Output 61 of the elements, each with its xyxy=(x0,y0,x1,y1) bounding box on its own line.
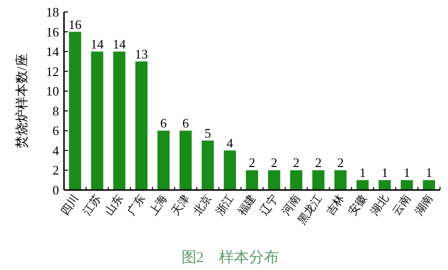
bar xyxy=(312,170,324,190)
data-label: 16 xyxy=(68,16,82,32)
y-tick-label: 2 xyxy=(52,162,59,178)
data-label: 6 xyxy=(160,116,168,131)
y-tick-label: 12 xyxy=(46,64,59,79)
x-tick-label: 浙江 xyxy=(213,192,236,218)
bar xyxy=(290,170,302,190)
bar xyxy=(113,52,126,190)
bar xyxy=(135,61,148,190)
x-tick-label: 天津 xyxy=(168,192,192,218)
data-label: 2 xyxy=(337,155,344,170)
bar xyxy=(334,170,347,190)
x-tick-label: 湖南 xyxy=(412,192,436,218)
bar xyxy=(91,52,104,190)
data-label: 2 xyxy=(270,155,278,170)
bar xyxy=(356,180,369,190)
bar xyxy=(202,140,214,190)
y-tick-label: 8 xyxy=(52,103,59,118)
bar xyxy=(68,32,82,190)
data-label: 2 xyxy=(248,155,256,170)
x-tick-label: 云南 xyxy=(390,192,414,218)
data-label: 5 xyxy=(204,126,212,141)
data-label: 2 xyxy=(315,155,322,170)
x-tick-label: 北京 xyxy=(190,192,214,218)
y-tick-label: 16 xyxy=(46,24,60,40)
data-label: 1 xyxy=(426,165,432,180)
data-label: 1 xyxy=(359,165,366,180)
x-tick-label: 江苏 xyxy=(80,192,104,218)
data-label: 1 xyxy=(381,165,388,180)
data-label: 14 xyxy=(90,36,104,52)
y-tick-label: 0 xyxy=(52,182,59,198)
data-label: 14 xyxy=(112,36,126,52)
y-tick-label: 14 xyxy=(46,44,60,60)
x-tick-label: 福建 xyxy=(235,192,258,218)
y-tick-label: 6 xyxy=(52,123,60,138)
data-label: 13 xyxy=(134,46,148,62)
data-label: 1 xyxy=(404,165,410,180)
bar xyxy=(224,150,236,190)
y-tick-label: 4 xyxy=(52,142,60,158)
bar xyxy=(246,170,258,190)
x-tick-label: 上海 xyxy=(146,192,170,218)
bar xyxy=(180,130,192,190)
x-tick-label: 四川 xyxy=(58,192,82,218)
x-tick-label: 广东 xyxy=(124,192,148,218)
y-axis-title: 焚烧炉样本数/座 xyxy=(14,54,29,148)
bar xyxy=(400,180,413,190)
x-tick-label: 吉林 xyxy=(324,192,347,218)
bar xyxy=(157,130,170,190)
text: 图2 样本分布 xyxy=(181,249,279,266)
bar xyxy=(422,180,436,190)
y-tick-label: 10 xyxy=(46,84,59,99)
data-label: 4 xyxy=(226,135,234,150)
x-tick-label: 湖北 xyxy=(368,192,392,218)
x-tick-label: 山东 xyxy=(102,192,126,218)
bar xyxy=(268,170,280,190)
data-label: 6 xyxy=(182,116,190,131)
y-tick-label: 18 xyxy=(46,4,59,20)
x-tick-label: 辽宁 xyxy=(257,192,281,218)
bar xyxy=(378,180,391,190)
x-tick-label: 安徽 xyxy=(346,192,370,218)
data-label: 2 xyxy=(292,155,300,170)
